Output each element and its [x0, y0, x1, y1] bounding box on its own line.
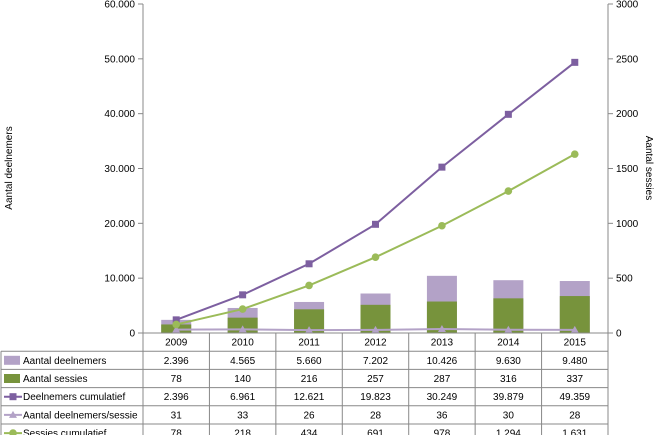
data-label: 9.630 [496, 356, 521, 367]
y-tick-label: 50.000 [104, 54, 135, 65]
data-label: 19.823 [360, 392, 391, 403]
data-label: 26 [304, 410, 316, 421]
data-label: 1.294 [496, 429, 521, 435]
line-point [238, 305, 247, 313]
legend-swatch [4, 374, 20, 383]
y2-tick-label: 2500 [616, 54, 639, 65]
data-label: 12.621 [294, 392, 325, 403]
y-tick-label: 0 [129, 329, 135, 340]
legend-entry: Aantal deelnemers [23, 356, 106, 367]
line-point [305, 281, 313, 290]
data-label: 49.359 [559, 392, 590, 403]
line-point [570, 150, 579, 158]
data-label: 39.879 [493, 392, 524, 403]
line-point [238, 325, 247, 333]
legend-swatch [4, 355, 20, 365]
legend-entry: Aantal sessies [23, 374, 87, 385]
y-axis-title: Aantal deelnemers [4, 126, 15, 209]
x-tick-label: 2012 [364, 338, 387, 349]
data-label: 287 [434, 374, 451, 385]
data-label: 28 [569, 410, 581, 421]
y2-tick-label: 500 [616, 274, 633, 285]
x-tick-label: 2013 [431, 338, 454, 349]
y2-tick-label: 3000 [616, 0, 639, 11]
data-label: 10.426 [427, 356, 458, 367]
data-label: 216 [301, 374, 318, 385]
line-point [504, 110, 512, 118]
data-label: 31 [171, 410, 183, 421]
data-label: 1.631 [562, 429, 587, 435]
line-layer [172, 58, 579, 334]
line-point [570, 325, 579, 333]
y2-tick-label: 1000 [616, 219, 639, 230]
x-tick-label: 2010 [232, 338, 255, 349]
legend-entry: Deelnemers cumulatief [23, 392, 125, 403]
x-tick-label: 2009 [165, 338, 188, 349]
line-point [437, 325, 446, 333]
y2-tick-label: 2000 [616, 109, 639, 120]
legend-marker [9, 429, 17, 435]
data-label: 6.961 [230, 392, 255, 403]
y-tick-label: 20.000 [104, 219, 135, 230]
x-tick-label: 2011 [298, 338, 320, 349]
line-point [438, 221, 446, 230]
line-point [172, 320, 181, 329]
data-label: 30 [503, 410, 515, 421]
data-label: 5.660 [297, 356, 322, 367]
legend-entry: Sessies cumulatief [23, 429, 107, 435]
data-label: 2.396 [164, 356, 189, 367]
data-label: 28 [370, 410, 382, 421]
data-label: 691 [367, 429, 384, 435]
y-tick-label: 10.000 [104, 274, 135, 285]
data-label: 434 [301, 429, 318, 435]
data-label: 978 [434, 429, 451, 435]
line-point [305, 260, 313, 268]
y-tick-label: 40.000 [104, 109, 135, 120]
legend-marker [9, 410, 17, 418]
y2-tick-label: 0 [616, 329, 622, 340]
line-point [172, 316, 180, 324]
data-label: 78 [171, 374, 183, 385]
data-label: 78 [171, 429, 183, 435]
y-tick-label: 60.000 [104, 0, 135, 11]
data-label: 33 [237, 410, 249, 421]
line-point [504, 187, 513, 195]
data-label: 140 [234, 374, 251, 385]
data-label: 30.249 [427, 392, 458, 403]
line-point [305, 326, 314, 334]
data-label: 36 [436, 410, 448, 421]
line-point [438, 163, 446, 171]
line-point [371, 325, 380, 333]
axes-layer: 0 10.000 20.000 30.000 40.000 50.000 60.000 0 50… [104, 0, 638, 340]
line-point [571, 58, 579, 66]
legend-marker [9, 393, 17, 401]
x-tick-label: 2014 [497, 338, 520, 349]
line-point [371, 253, 380, 262]
y2-tick-label: 1500 [616, 164, 639, 175]
y2-axis-title: Aantal sessies [643, 136, 654, 200]
bar-layer [161, 275, 590, 333]
line-point [372, 220, 379, 228]
data-label: 4.565 [230, 356, 255, 367]
data-label: 2.396 [164, 392, 189, 403]
data-label: 337 [566, 374, 583, 385]
data-label: 7.202 [363, 356, 388, 367]
data-label: 218 [234, 429, 251, 435]
y-tick-label: 30.000 [104, 164, 135, 175]
data-label: 316 [500, 374, 517, 385]
x-tick-label: 2015 [564, 338, 587, 349]
line-point [239, 291, 247, 299]
legend-entry: Aantal deelnemers/sessie [23, 410, 138, 421]
data-table: 2009 2010 2011 2012 2013 2014 2015 Aantal deeln… [0, 332, 609, 435]
data-label: 257 [367, 374, 384, 385]
line-point [172, 325, 181, 333]
data-label: 9.480 [562, 356, 587, 367]
bar [294, 309, 325, 333]
line-point [504, 325, 513, 333]
